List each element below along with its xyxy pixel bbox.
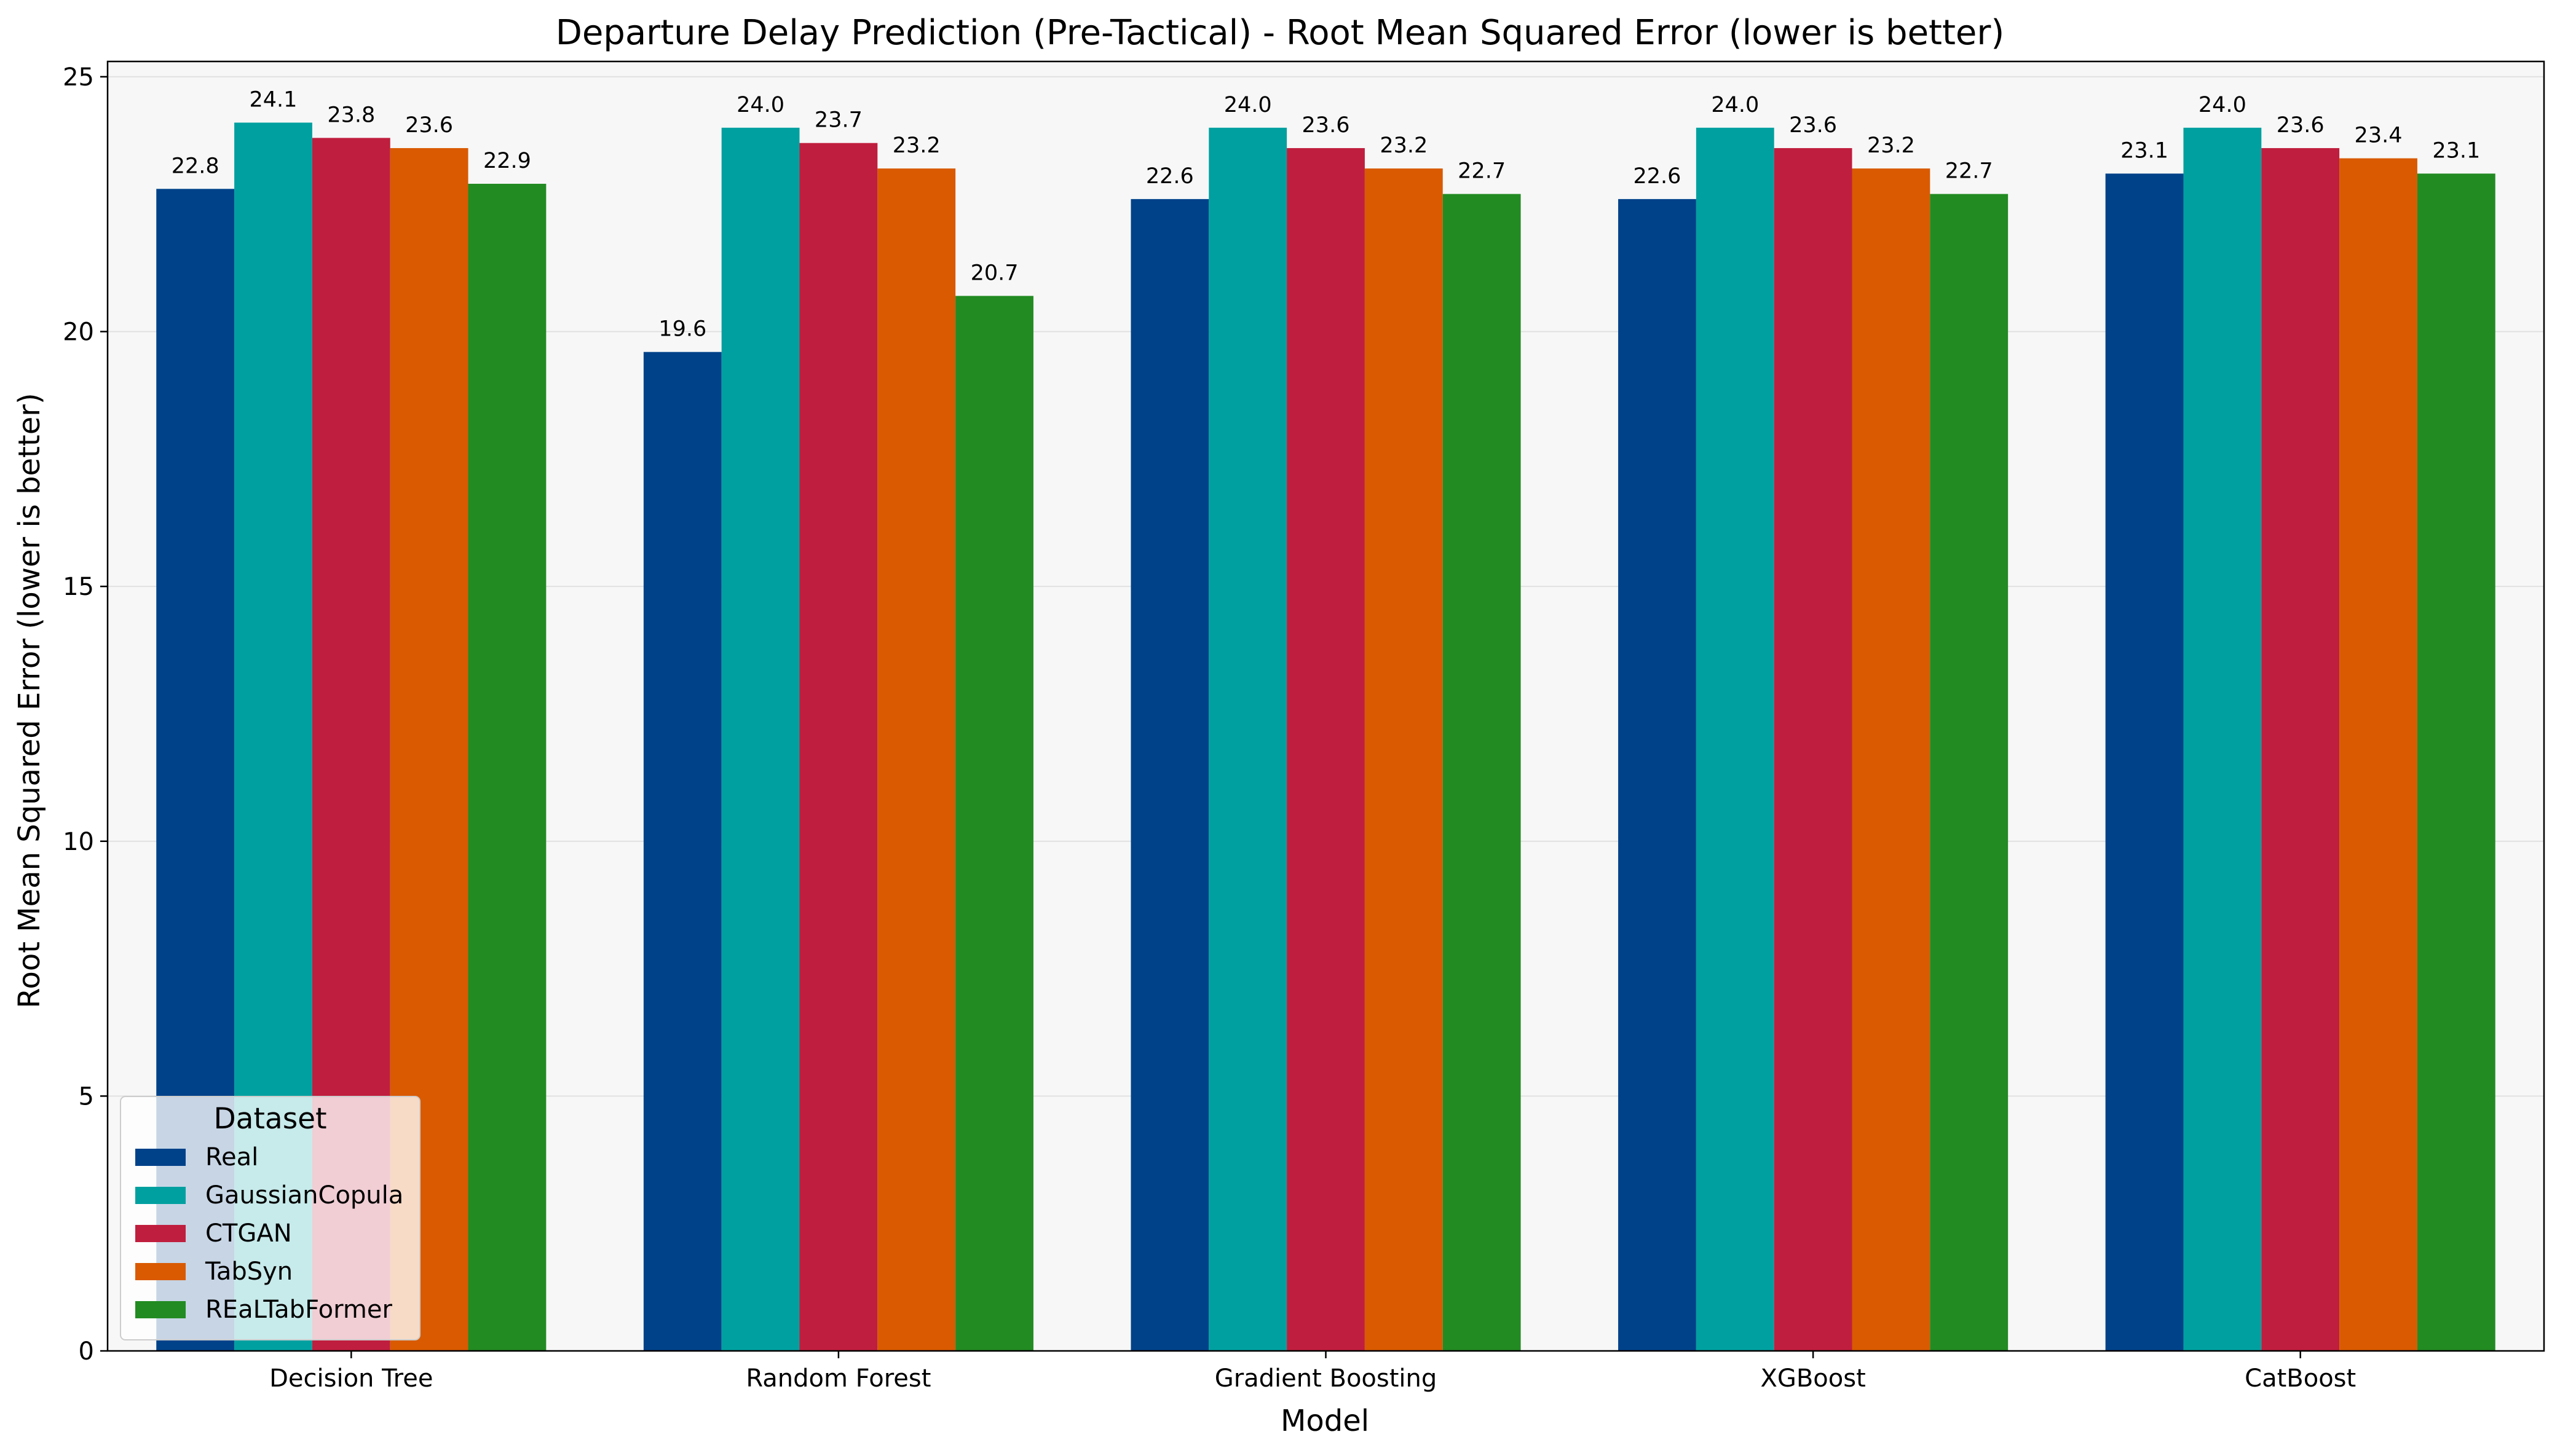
bar <box>1209 127 1287 1351</box>
data-label: 23.1 <box>2432 138 2480 163</box>
legend-entry: TabSyn <box>205 1257 293 1286</box>
bar <box>2105 173 2184 1351</box>
bar <box>2183 127 2262 1351</box>
bar <box>468 184 547 1351</box>
bar <box>877 168 956 1351</box>
x-tick-label: Gradient Boosting <box>1215 1364 1437 1393</box>
data-label: 22.9 <box>483 149 531 173</box>
bar <box>643 352 722 1352</box>
bar <box>1442 194 1521 1351</box>
bar <box>1774 148 1852 1352</box>
data-label: 23.2 <box>1867 133 1915 158</box>
x-tick-label: XGBoost <box>1760 1364 1865 1393</box>
y-tick-label: 0 <box>79 1337 94 1366</box>
legend: Dataset Real GaussianCopula CTGAN TabSyn REaL… <box>120 1096 421 1340</box>
bar <box>2339 158 2417 1351</box>
bar <box>1852 168 1930 1351</box>
y-tick-label: 25 <box>63 63 94 92</box>
legend-swatch <box>135 1225 186 1242</box>
legend-swatch <box>135 1301 186 1318</box>
y-tick-label: 15 <box>63 573 94 601</box>
data-label: 22.6 <box>1633 164 1681 189</box>
data-label: 22.8 <box>172 154 219 178</box>
data-label: 23.7 <box>815 108 863 133</box>
data-label: 20.7 <box>971 261 1019 285</box>
legend-swatch <box>135 1149 186 1166</box>
data-label: 22.7 <box>1458 159 1506 184</box>
bar <box>799 143 878 1352</box>
data-label: 23.6 <box>405 113 453 138</box>
legend-entry: REaLTabFormer <box>205 1296 392 1324</box>
data-label: 23.4 <box>2355 124 2403 148</box>
x-tick-label: Random Forest <box>746 1364 931 1393</box>
data-label: 23.6 <box>1302 113 1350 138</box>
y-tick-label: 10 <box>63 828 94 856</box>
bar <box>1696 127 1774 1351</box>
data-label: 24.0 <box>1711 93 1759 117</box>
bar <box>2417 173 2495 1351</box>
data-label: 22.6 <box>1146 164 1194 189</box>
bar <box>1131 199 1209 1352</box>
legend-entry: Real <box>205 1143 258 1171</box>
bar <box>721 127 800 1351</box>
data-label: 24.0 <box>1224 93 1272 117</box>
legend-entry: GaussianCopula <box>205 1181 403 1210</box>
data-label: 24.0 <box>2199 93 2246 117</box>
data-label: 19.6 <box>658 317 706 342</box>
bar <box>1930 194 2009 1351</box>
bar <box>1618 199 1696 1352</box>
legend-swatch <box>135 1263 186 1280</box>
legend-title: Dataset <box>213 1102 326 1136</box>
data-label: 23.6 <box>2277 113 2325 138</box>
bar <box>2261 148 2340 1352</box>
bar <box>955 296 1033 1351</box>
y-tick-label: 20 <box>63 318 94 347</box>
bar <box>1364 168 1443 1351</box>
x-axis-label: Model <box>1281 1404 1369 1438</box>
data-label: 24.1 <box>250 88 298 112</box>
data-label: 23.2 <box>1380 133 1428 158</box>
legend-entry: CTGAN <box>205 1219 292 1248</box>
y-tick-label: 5 <box>79 1082 94 1111</box>
x-tick-label: CatBoost <box>2245 1364 2356 1393</box>
data-label: 23.6 <box>1789 113 1837 138</box>
legend-swatch <box>135 1187 186 1204</box>
y-axis-label: Root Mean Squared Error (lower is better… <box>12 393 47 1008</box>
data-label: 23.1 <box>2120 138 2168 163</box>
chart-title: Departure Delay Prediction (Pre-Tactical… <box>556 13 2005 53</box>
legend-box <box>120 1096 421 1340</box>
data-label: 22.7 <box>1945 159 1993 184</box>
bar <box>1287 148 1365 1352</box>
data-label: 23.8 <box>327 103 375 127</box>
x-tick-label: Decision Tree <box>269 1364 433 1393</box>
data-label: 24.0 <box>737 93 784 117</box>
data-label: 23.2 <box>893 133 941 158</box>
